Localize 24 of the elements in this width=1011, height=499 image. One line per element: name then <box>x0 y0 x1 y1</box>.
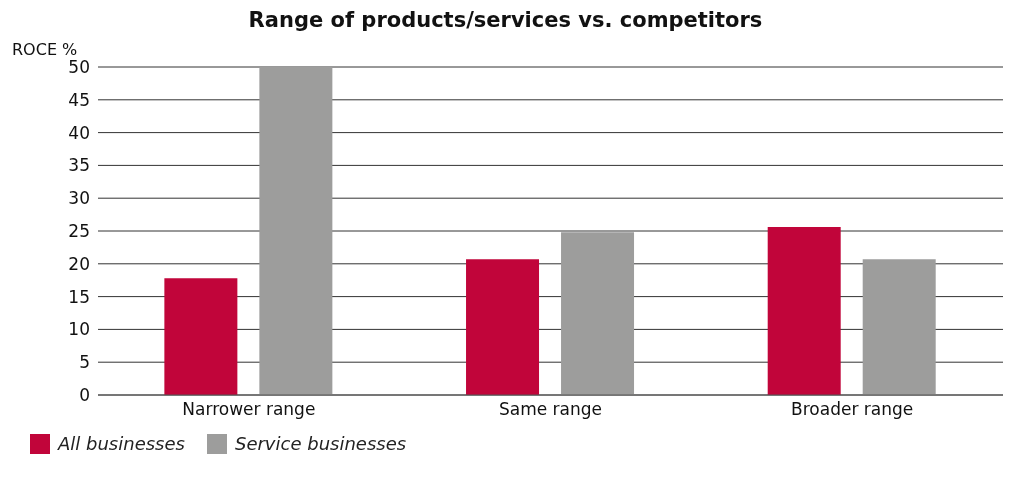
x-tick-label: Narrower range <box>182 399 316 420</box>
legend-label: Service businesses <box>234 433 407 454</box>
bar <box>767 227 841 395</box>
y-tick-label: 40 <box>68 122 90 143</box>
bar <box>862 259 936 395</box>
y-tick-label: 30 <box>68 188 90 209</box>
y-tick-label: 0 <box>79 385 90 406</box>
chart-title: Range of products/services vs. competitors <box>247 8 764 32</box>
x-tick-label: Broader range <box>791 399 914 420</box>
bar <box>561 232 635 395</box>
y-tick-label: 35 <box>68 155 90 176</box>
y-tick-label: 20 <box>68 253 90 274</box>
legend-label: All businesses <box>58 433 185 454</box>
y-tick-label: 25 <box>68 221 90 242</box>
y-axis-title: ROCE % <box>12 40 79 59</box>
bar <box>259 67 333 395</box>
y-tick-label: 5 <box>79 352 90 373</box>
bar <box>164 278 238 395</box>
bar <box>466 259 540 395</box>
y-tick-label: 50 <box>68 57 90 78</box>
y-tick-label: 15 <box>68 286 90 307</box>
y-tick-label: 10 <box>68 319 90 340</box>
y-tick-label: 45 <box>68 89 90 110</box>
x-tick-label: Same range <box>498 399 603 420</box>
